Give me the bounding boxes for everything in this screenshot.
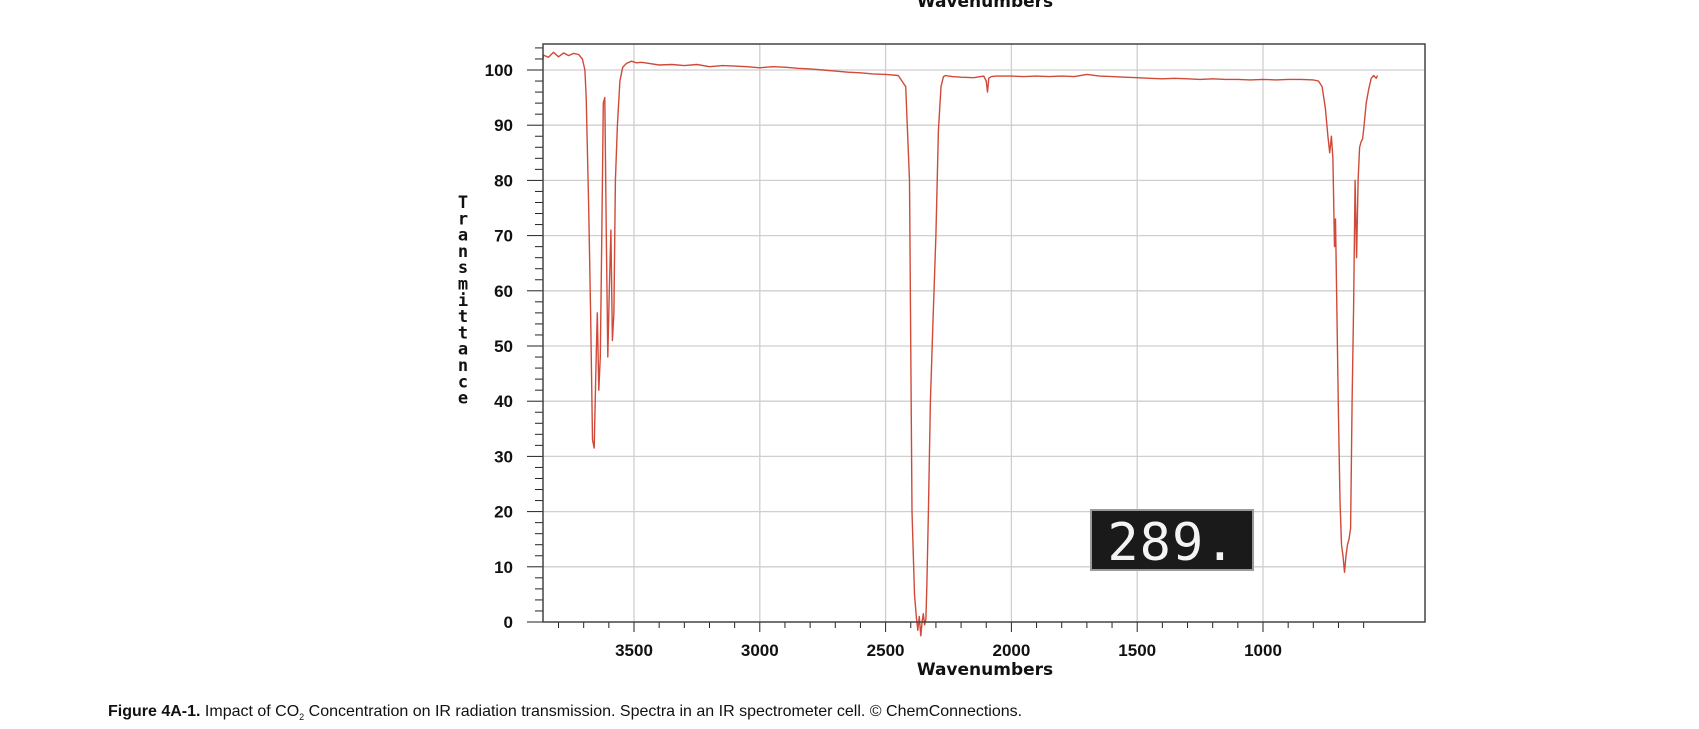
y-axis-title-letter: e [458, 389, 468, 409]
readout-box [1090, 509, 1254, 571]
x-axis-title: Wavenumbers [917, 660, 1053, 680]
digital-readout: 289. [1090, 509, 1254, 573]
y-axis-title-letter: t [458, 307, 468, 327]
x-tick-label: 3500 [615, 641, 653, 660]
x-tick-label: 2500 [867, 641, 905, 660]
x-tick-label: 1000 [1244, 641, 1282, 660]
y-tick-label: 10 [494, 558, 513, 577]
top-axis-title: Wavenumbers [917, 0, 1053, 12]
y-axis-title-letter: t [458, 323, 468, 343]
y-tick-label: 30 [494, 447, 513, 466]
caption-text-end: Concentration on IR radiation transmissi… [304, 703, 1023, 720]
y-tick-label: 0 [504, 613, 513, 632]
y-axis-title-letter: r [458, 209, 468, 229]
y-axis-title-letter: a [458, 226, 468, 246]
y-axis-title-letter: c [458, 372, 468, 392]
y-axis-title-letter: m [458, 275, 468, 295]
plot-frame [542, 43, 1426, 623]
y-axis-title-letter: n [458, 356, 468, 376]
y-tick-label: 70 [494, 227, 513, 246]
x-tick-label: 2000 [992, 641, 1030, 660]
x-tick-label: 3000 [741, 641, 779, 660]
x-tick-label: 1500 [1118, 641, 1156, 660]
y-tick-label: 100 [485, 61, 513, 80]
y-tick-label: 40 [494, 392, 513, 411]
transmittance-series-line [542, 51, 1379, 637]
caption-text-start: Impact of CO [200, 703, 300, 720]
readout-value: 289. [1107, 513, 1236, 573]
y-tick-label: 80 [494, 171, 513, 190]
y-axis-title-letter: s [458, 258, 468, 278]
grid [543, 44, 1425, 622]
figure-caption: Figure 4A-1. Impact of CO2 Concentration… [108, 703, 1022, 722]
caption-subscript: 2 [299, 712, 305, 723]
y-tick-label: 20 [494, 503, 513, 522]
y-axis-title-letter: n [458, 242, 468, 262]
y-axis: 0 10 20 30 40 50 60 70 80 90 100 [485, 47, 543, 632]
y-axis-title-letter: i [458, 291, 468, 311]
y-tick-label: 90 [494, 116, 513, 135]
figure-label: Figure 4A-1. [108, 703, 201, 720]
y-axis-title-letter: a [458, 340, 468, 360]
y-tick-label: 50 [494, 337, 513, 356]
y-axis-title-letter: T [458, 193, 468, 213]
y-tick-label: 60 [494, 282, 513, 301]
x-axis: 3500 3000 2500 2000 1500 1000 [558, 622, 1365, 660]
